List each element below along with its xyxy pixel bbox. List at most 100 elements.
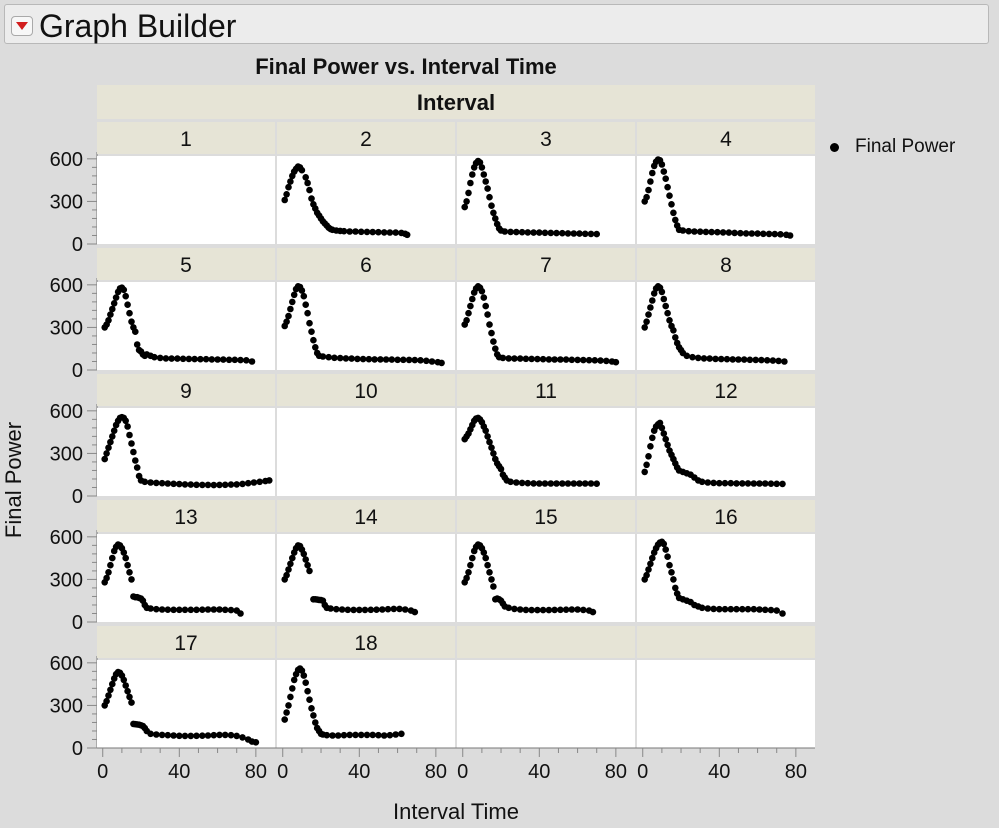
data-point [767,606,775,614]
data-point [647,304,654,311]
data-point [120,286,128,294]
data-point [511,355,518,362]
data-point [285,183,292,191]
data-point [748,230,756,237]
data-point [367,606,375,614]
data-point [691,228,698,235]
data-point [174,355,181,362]
data-point [761,606,769,614]
data-point [643,571,650,579]
data-point [250,479,258,486]
data-point [465,309,472,317]
data-point [488,444,495,452]
data-point [239,734,246,741]
data-point [467,561,474,569]
data-point [643,193,650,201]
y-tick-label: 600 [50,149,83,171]
data-point [539,355,547,363]
x-tick-label: 80 [425,761,447,783]
data-point [662,435,669,443]
data-point [204,732,212,739]
data-point [670,327,677,334]
data-point [417,357,424,364]
data-point [357,228,365,236]
data-point [744,605,752,613]
data-point [300,292,308,300]
data-point [647,443,654,450]
data-point [285,312,292,320]
data-point [581,230,589,238]
data-point [124,423,131,430]
data-point [176,480,183,488]
data-point [750,480,758,487]
data-point [672,334,679,341]
data-point [645,311,652,318]
data-point [346,228,354,235]
data-point [528,606,535,614]
data-point [721,605,729,613]
data-point [306,567,313,575]
data-point [109,554,116,562]
data-point [760,230,767,238]
data-point [300,672,308,679]
data-point [390,605,398,613]
data-point [365,355,373,363]
data-point [231,356,239,364]
disclosure-dropdown-button[interactable] [11,16,33,36]
data-point [729,356,736,363]
data-point [237,610,244,617]
data-point [158,731,166,739]
data-point [647,560,654,568]
panel-strip [637,122,815,154]
data-point [112,294,120,301]
data-point [396,605,403,613]
data-point [518,228,526,236]
data-point [300,550,308,558]
data-point [666,561,673,569]
data-point [664,183,671,191]
data-point [580,606,587,614]
data-point [486,438,493,446]
x-tick-label: 40 [708,761,730,783]
data-point [133,341,141,348]
data-point [733,605,740,613]
data-point [193,481,200,489]
data-point [298,287,306,294]
y-tick-label: 0 [72,360,83,382]
data-point [243,357,250,364]
data-point [576,230,583,237]
data-point [308,195,315,202]
data-point [158,606,166,613]
data-point [153,605,160,613]
data-point [672,584,679,592]
data-point [756,606,763,613]
data-point [331,354,338,362]
data-point [469,554,476,562]
panel-strip [457,374,635,406]
panel-strip [277,248,455,280]
panel-strip [97,626,275,658]
data-point [336,354,344,362]
data-point [488,202,495,209]
data-point [714,228,721,236]
data-point [204,481,212,489]
data-point [287,178,294,185]
data-point [290,676,298,684]
data-point [664,441,671,449]
data-point [193,606,200,614]
data-point [128,318,135,326]
data-point [109,433,116,440]
data-point [469,295,476,303]
panel-label: 12 [714,380,737,403]
y-tick-label: 0 [72,612,83,634]
data-point [645,186,652,194]
data-point [492,215,499,222]
data-point [329,732,336,739]
panel-strip [97,500,275,532]
data-point [658,288,666,296]
data-point [289,685,296,692]
data-point [593,230,600,238]
data-point [486,193,493,201]
data-point [524,229,532,236]
data-point [769,357,777,364]
